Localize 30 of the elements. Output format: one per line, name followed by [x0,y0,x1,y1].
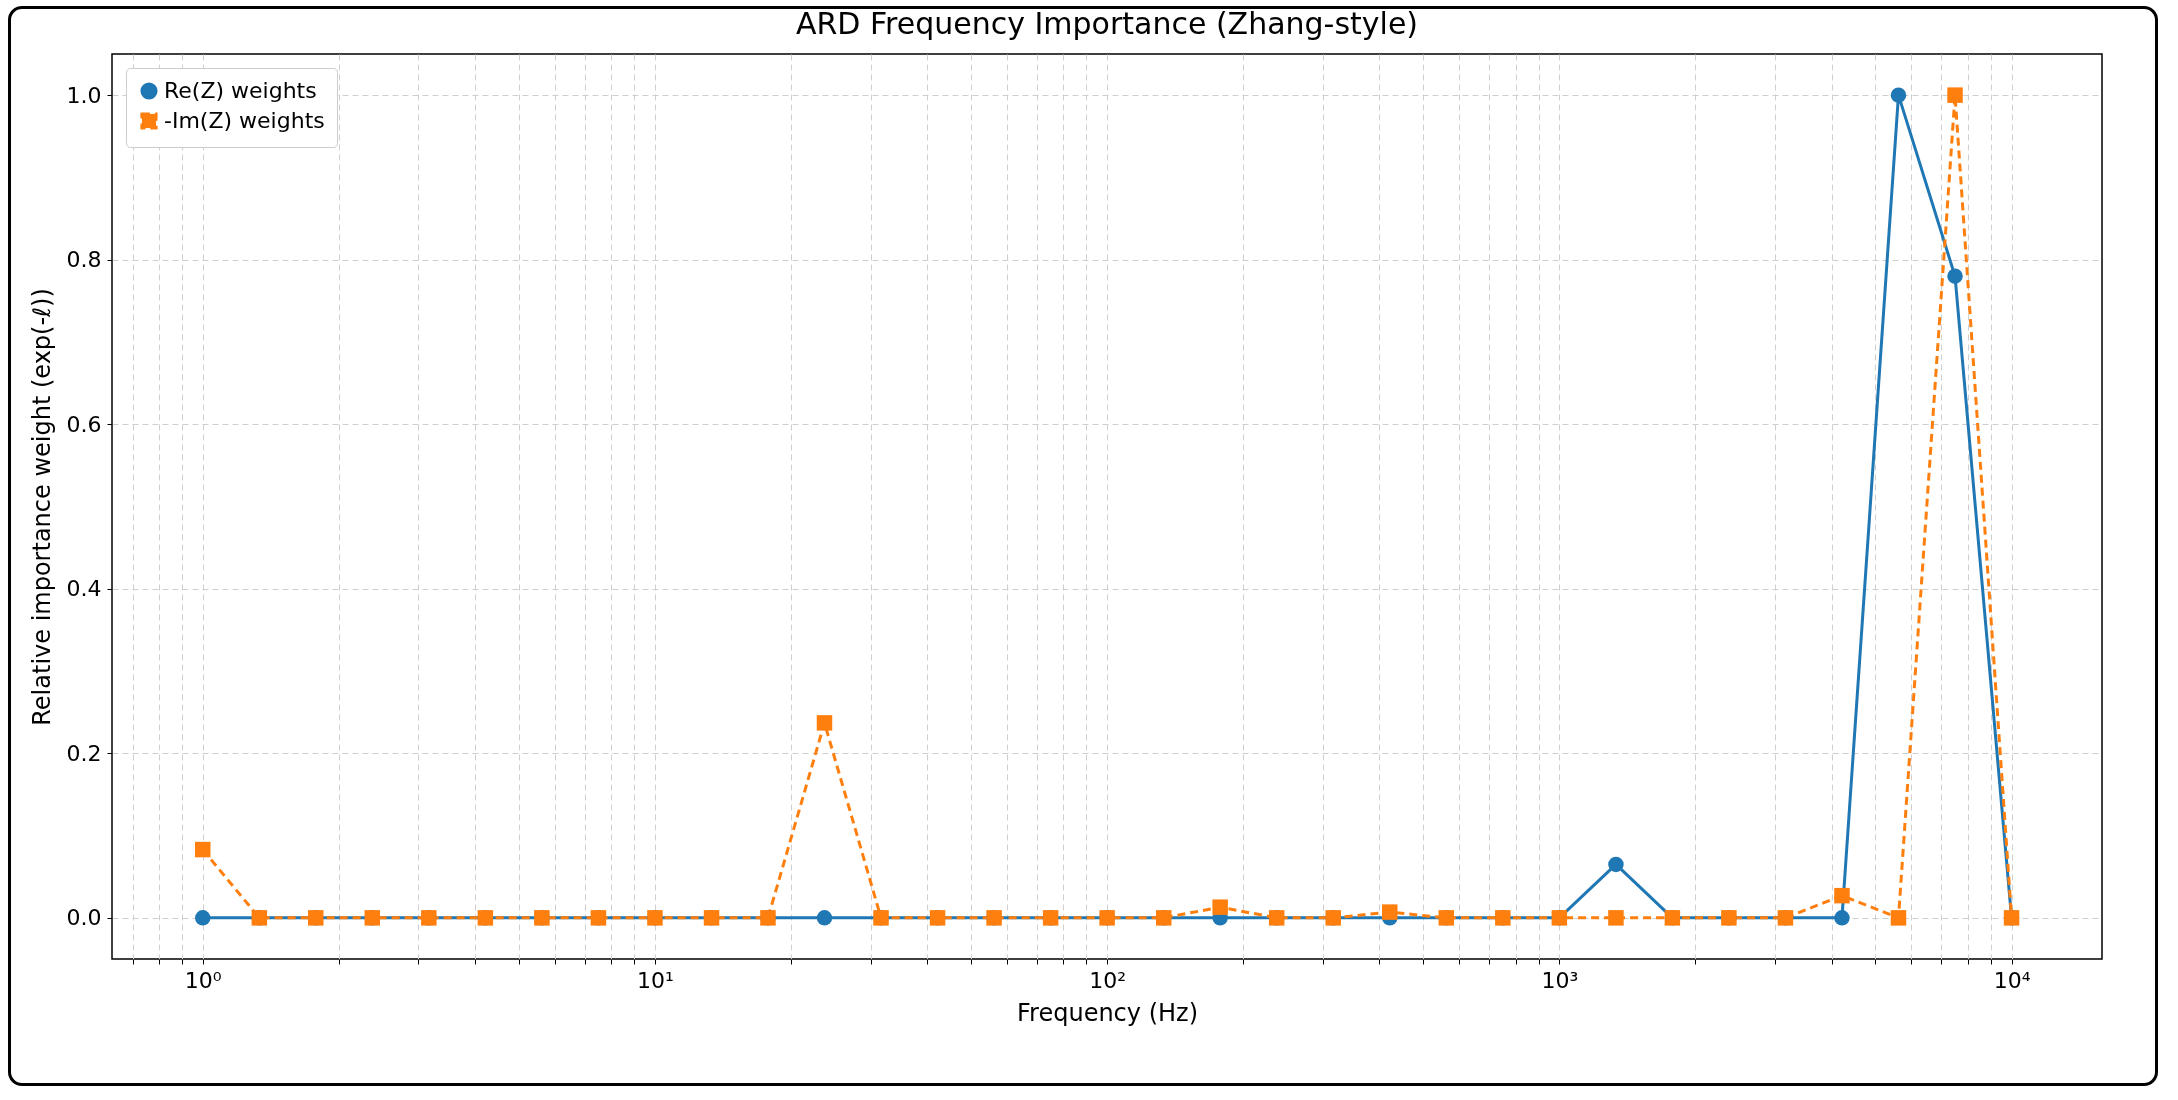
point [1890,87,1907,103]
y-tick-label: 0.4 [66,576,102,602]
point [816,715,833,731]
point [1947,268,1963,284]
legend-label: Re(Z) weights [164,78,317,103]
y-axis-title: Relative importance weight (exp(-ℓ)) [27,288,56,726]
y-tick-label: 0.8 [66,247,102,273]
point [194,841,211,858]
chart-title: ARD Frequency Importance (Zhang-style) [795,6,1419,41]
legend-label: -Im(Z) weights [164,108,325,133]
point [1834,887,1850,904]
point [1890,910,1907,926]
x-tick-label: 10⁴ [1993,967,2031,993]
y-tick-label: 0.2 [66,740,102,766]
x-tick-label: 10⁰ [184,967,222,993]
point [1834,910,1850,926]
point [1608,856,1624,873]
x-axis-title: Frequency (Hz) [1017,998,1198,1027]
point [816,910,833,926]
y-tick-label: 1.0 [66,82,102,108]
x-tick-label: 10³ [1541,967,1579,993]
x-tick-label: 10² [1089,967,1127,993]
point [194,910,211,926]
y-tick-label: 0.0 [66,905,102,931]
y-tick-label: 0.6 [66,411,102,437]
x-tick-label: 10¹ [637,967,674,993]
point [1212,899,1228,915]
point [1382,904,1398,920]
point [1608,910,1624,926]
point [1947,87,1963,103]
